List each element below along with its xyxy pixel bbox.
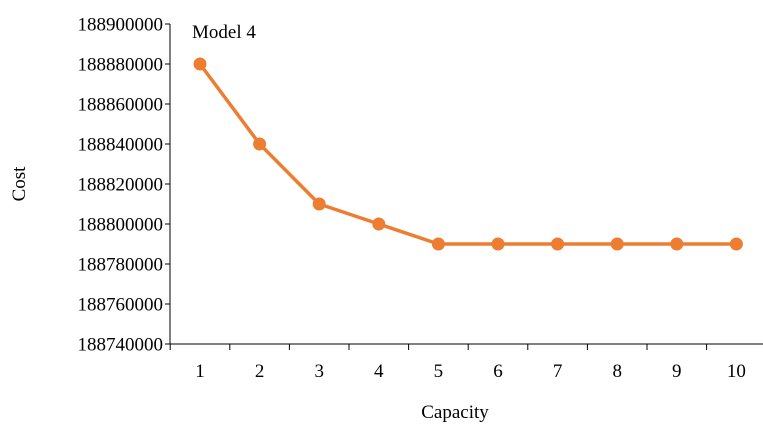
series-line bbox=[198, 62, 739, 246]
x-axis-label: Capacity bbox=[421, 402, 489, 423]
x-tick-label: 1 bbox=[195, 361, 205, 382]
data-point bbox=[312, 197, 326, 211]
x-tick-label: 5 bbox=[434, 361, 444, 382]
data-point bbox=[372, 217, 386, 231]
x-axis: 1 2 3 4 5 6 7 8 9 10 bbox=[169, 343, 763, 382]
data-point bbox=[193, 57, 207, 71]
y-tick-label: 188740000 bbox=[78, 335, 164, 356]
data-point bbox=[253, 137, 267, 151]
y-tick-label: 188880000 bbox=[78, 55, 164, 76]
x-tick-label: 10 bbox=[727, 361, 746, 382]
data-point bbox=[610, 237, 624, 251]
data-point bbox=[491, 237, 505, 251]
data-point bbox=[729, 237, 743, 251]
y-axis: 188740000 188760000 188780000 188800000 1888… bbox=[78, 15, 171, 356]
series-group bbox=[193, 57, 743, 251]
data-point bbox=[670, 237, 684, 251]
y-tick-label: 188820000 bbox=[78, 175, 164, 196]
y-tick-label: 188840000 bbox=[78, 135, 164, 156]
x-tick-label: 8 bbox=[612, 361, 622, 382]
x-tick-label: 6 bbox=[493, 361, 503, 382]
x-tick-label: 3 bbox=[314, 361, 324, 382]
x-tick-label: 7 bbox=[553, 361, 563, 382]
x-tick-label: 4 bbox=[374, 361, 384, 382]
y-tick-label: 188900000 bbox=[78, 15, 164, 36]
chart-title: Model 4 bbox=[192, 22, 256, 43]
y-axis-label: Cost bbox=[9, 166, 30, 202]
x-tick-label: 2 bbox=[255, 361, 265, 382]
y-tick-label: 188860000 bbox=[78, 95, 164, 116]
data-point bbox=[431, 237, 445, 251]
y-tick-label: 188780000 bbox=[78, 255, 164, 276]
y-tick-label: 188760000 bbox=[78, 295, 164, 316]
y-tick-label: 188800000 bbox=[78, 215, 164, 236]
x-tick-label: 9 bbox=[672, 361, 682, 382]
data-point bbox=[551, 237, 565, 251]
